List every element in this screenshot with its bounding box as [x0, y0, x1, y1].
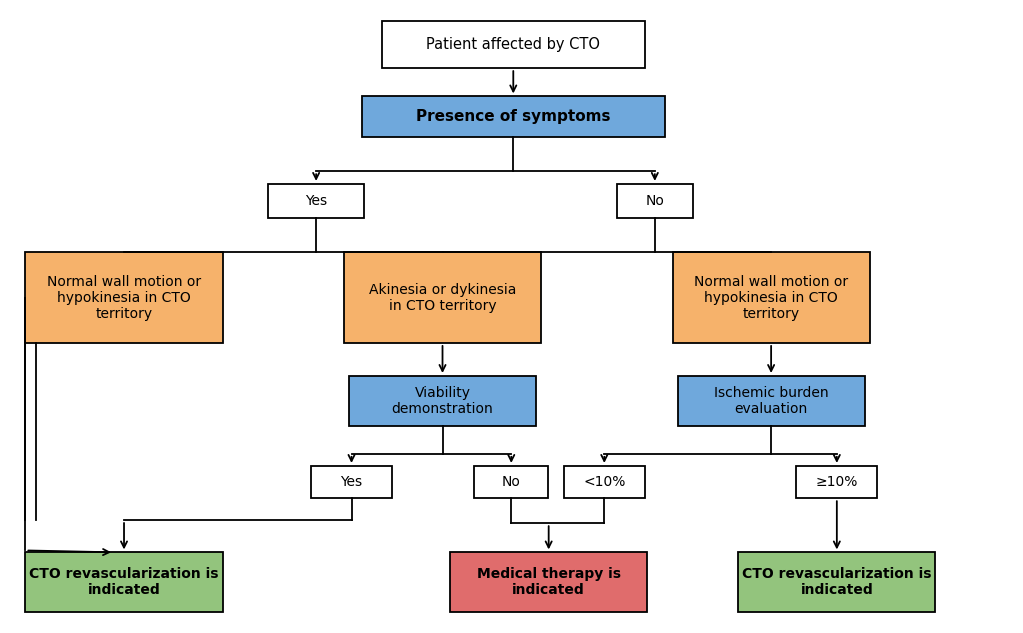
FancyBboxPatch shape: [564, 466, 644, 498]
Text: CTO revascularization is
indicated: CTO revascularization is indicated: [742, 567, 932, 597]
FancyBboxPatch shape: [677, 376, 864, 426]
Text: <10%: <10%: [583, 475, 625, 489]
Text: Normal wall motion or
hypokinesia in CTO
territory: Normal wall motion or hypokinesia in CTO…: [694, 275, 848, 321]
Text: Yes: Yes: [341, 475, 362, 489]
FancyBboxPatch shape: [268, 184, 364, 218]
Text: Ischemic burden
evaluation: Ischemic burden evaluation: [714, 385, 829, 416]
Text: Akinesia or dykinesia
in CTO territory: Akinesia or dykinesia in CTO territory: [369, 283, 517, 313]
FancyBboxPatch shape: [349, 376, 536, 426]
Text: Yes: Yes: [305, 194, 327, 208]
FancyBboxPatch shape: [672, 253, 870, 343]
Text: ≥10%: ≥10%: [815, 475, 858, 489]
Text: No: No: [502, 475, 521, 489]
FancyBboxPatch shape: [344, 253, 541, 343]
FancyBboxPatch shape: [382, 22, 644, 68]
FancyBboxPatch shape: [739, 553, 935, 611]
Text: Patient affected by CTO: Patient affected by CTO: [427, 37, 601, 53]
Text: No: No: [646, 194, 664, 208]
Text: Medical therapy is
indicated: Medical therapy is indicated: [477, 567, 621, 597]
Text: Presence of symptoms: Presence of symptoms: [416, 109, 611, 124]
FancyBboxPatch shape: [450, 553, 648, 611]
FancyBboxPatch shape: [475, 466, 548, 498]
FancyBboxPatch shape: [26, 553, 223, 611]
Text: CTO revascularization is
indicated: CTO revascularization is indicated: [30, 567, 219, 597]
FancyBboxPatch shape: [796, 466, 878, 498]
FancyBboxPatch shape: [26, 253, 223, 343]
Text: Normal wall motion or
hypokinesia in CTO
territory: Normal wall motion or hypokinesia in CTO…: [47, 275, 202, 321]
FancyBboxPatch shape: [311, 466, 392, 498]
FancyBboxPatch shape: [361, 96, 665, 137]
Text: Viability
demonstration: Viability demonstration: [392, 385, 493, 416]
FancyBboxPatch shape: [617, 184, 693, 218]
